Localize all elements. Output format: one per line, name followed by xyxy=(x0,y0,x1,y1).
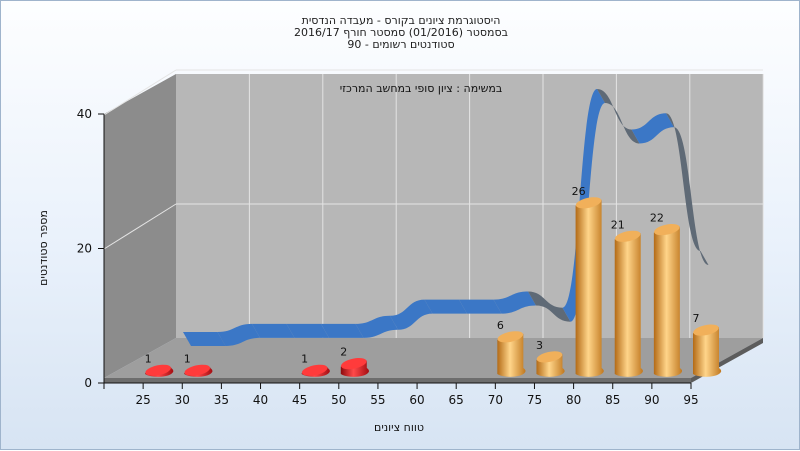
x-tick-label: 35 xyxy=(214,393,229,407)
bar-body xyxy=(693,327,722,377)
bar-body xyxy=(614,233,643,377)
distribution-segment xyxy=(424,299,467,314)
bar xyxy=(653,224,683,377)
x-tick-label: 55 xyxy=(370,393,385,407)
bar xyxy=(497,331,526,377)
bar-body xyxy=(575,199,604,377)
gridlines xyxy=(103,69,764,338)
x-tick-label: 60 xyxy=(409,393,424,407)
data-label: 1 xyxy=(301,352,308,365)
data-label: 21 xyxy=(611,218,625,231)
x-tick-label: 70 xyxy=(488,393,503,407)
x-tick-label: 65 xyxy=(449,393,464,407)
distribution-segment xyxy=(252,323,295,338)
bar xyxy=(184,364,213,377)
x-tick-label: 80 xyxy=(566,393,581,407)
data-label: 26 xyxy=(572,185,586,198)
data-label: 7 xyxy=(693,312,700,325)
y-tick-label: 20 xyxy=(77,242,92,256)
bar xyxy=(614,230,643,377)
x-axis-label: טווח ציונים xyxy=(374,421,424,434)
data-label: 1 xyxy=(184,352,191,365)
chart-title-line-3: סטודנטים רשומים - 90 xyxy=(347,38,454,51)
x-ticks: 25 30 35 40 45 50 55 60 65 70 75 80 85 90 95 xyxy=(103,383,699,407)
x-tick-label: 85 xyxy=(605,393,620,407)
bar xyxy=(145,364,174,377)
distribution-segment xyxy=(355,315,398,338)
x-tick-label: 75 xyxy=(527,393,542,407)
y-tick-label: 40 xyxy=(77,107,92,121)
distribution-segment xyxy=(666,113,709,265)
x-tick-label: 50 xyxy=(331,393,346,407)
distribution-segment xyxy=(321,323,364,338)
data-label: 2 xyxy=(340,346,347,359)
y-tick-label: 0 xyxy=(84,376,92,390)
data-label: 1 xyxy=(145,352,152,365)
distribution-segment xyxy=(631,113,674,144)
bar-top xyxy=(693,324,719,336)
bar xyxy=(575,197,604,377)
bar-top xyxy=(614,230,641,242)
distribution-segment xyxy=(528,291,571,322)
chart-title-line-2: בסמסטר (01/2016) סמסטר חורף 2016/17 xyxy=(294,26,508,39)
distribution-segment xyxy=(459,299,502,314)
bar-top xyxy=(536,351,563,363)
bar-body xyxy=(497,333,526,377)
data-label: 6 xyxy=(497,319,504,332)
bar xyxy=(340,358,369,377)
x-tick-label: 95 xyxy=(683,393,698,407)
x-tick-label: 90 xyxy=(644,393,659,407)
floor-edge xyxy=(104,378,691,383)
x-tick-label: 40 xyxy=(253,393,268,407)
gridline-side xyxy=(103,203,177,250)
x-tick-label: 25 xyxy=(135,393,150,407)
bar-top xyxy=(145,364,171,376)
distribution-segment xyxy=(597,89,640,144)
x-tick-label: 45 xyxy=(292,393,307,407)
bars-layer xyxy=(145,197,722,377)
data-label: 3 xyxy=(536,339,543,352)
distribution-segment xyxy=(183,332,226,346)
bar xyxy=(536,351,565,377)
bar-top xyxy=(497,331,524,343)
distribution-segment xyxy=(217,323,260,346)
y-ticks: 0 20 40 xyxy=(77,107,104,390)
distribution-segment xyxy=(286,323,329,338)
chart-title-line-1: היסטוגרמת ציונים בקורס - מעבדה הנדסית xyxy=(302,14,501,27)
bar-top xyxy=(654,224,680,236)
bar-top xyxy=(301,364,328,376)
distribution-segment xyxy=(493,291,536,314)
bar-top xyxy=(184,364,211,376)
bar-body xyxy=(653,226,683,377)
y-axis-label: מספר סטודנטים xyxy=(37,210,50,286)
x-tick-label: 30 xyxy=(175,393,190,407)
data-label: 22 xyxy=(650,212,664,225)
chart-subtitle: במשימה : ציון סופי במחשב המרכזי xyxy=(340,82,503,95)
distribution-segment xyxy=(390,299,433,330)
gridline-side xyxy=(103,69,177,116)
bar xyxy=(301,364,330,377)
bar xyxy=(693,324,722,377)
bar-top xyxy=(341,358,367,370)
bar-top xyxy=(575,197,602,209)
